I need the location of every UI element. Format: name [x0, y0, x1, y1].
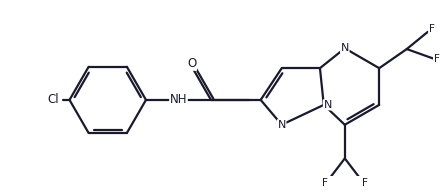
Text: F: F [429, 24, 435, 34]
Text: N: N [323, 100, 332, 110]
Text: N: N [278, 120, 286, 130]
Text: O: O [187, 57, 197, 70]
Text: NH: NH [170, 93, 187, 106]
Text: F: F [434, 54, 440, 64]
Text: N: N [341, 43, 349, 53]
Text: F: F [362, 178, 368, 188]
Text: F: F [322, 178, 328, 188]
Text: Cl: Cl [47, 93, 59, 106]
